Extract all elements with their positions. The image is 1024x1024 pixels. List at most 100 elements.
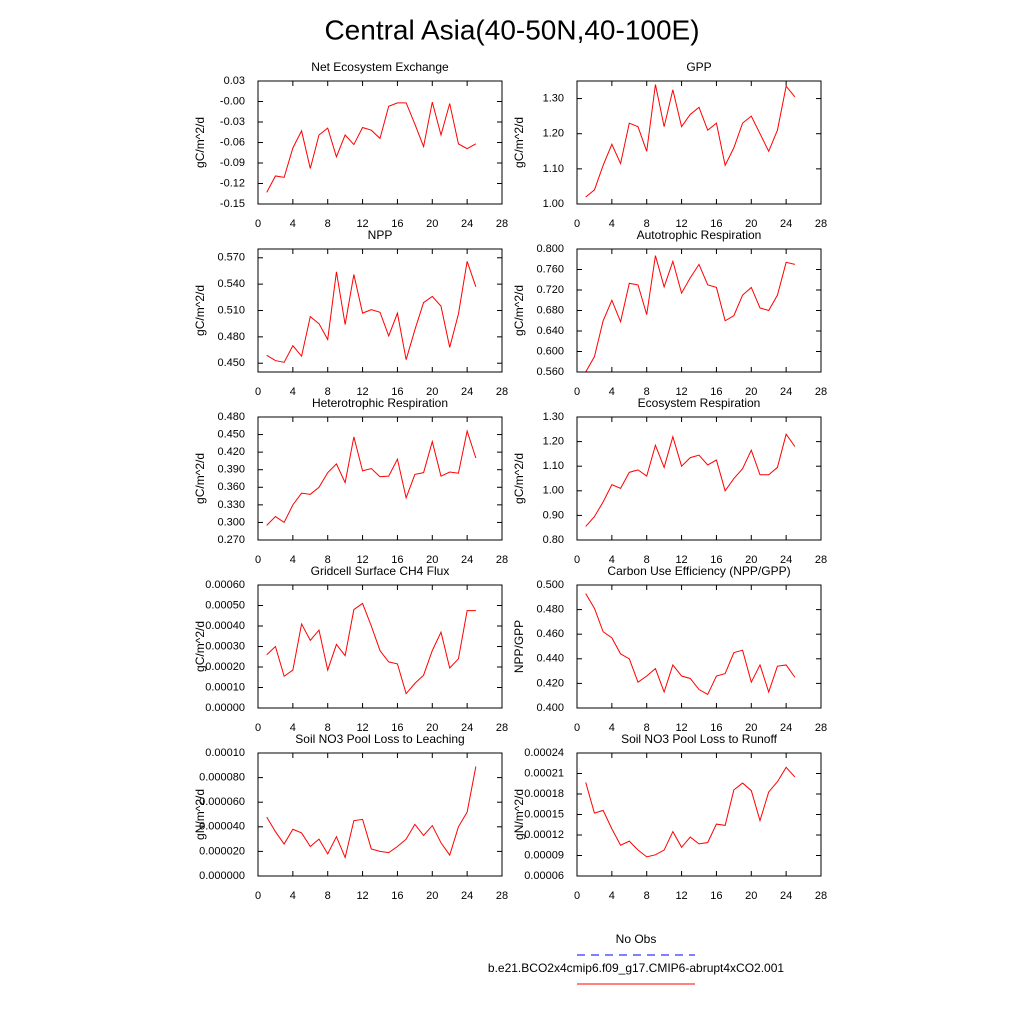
x-tick-label: 0 [574, 722, 580, 734]
y-tick-label: 1.30 [543, 411, 564, 423]
data-line [585, 84, 796, 198]
x-tick-label: 12 [356, 218, 368, 230]
y-tick-label: 0.760 [536, 263, 564, 275]
x-tick-label: 20 [745, 554, 757, 566]
y-tick-label: 0.00012 [524, 829, 564, 841]
x-tick-label: 24 [461, 890, 473, 902]
x-tick-label: 8 [325, 218, 331, 230]
x-tick-label: 12 [356, 890, 368, 902]
x-tick-label: 4 [290, 218, 296, 230]
y-tick-label: 0.90 [543, 509, 564, 521]
plot-frame [257, 80, 503, 205]
x-tick-label: 24 [461, 218, 473, 230]
y-tick-label: 0.000080 [199, 772, 245, 784]
x-tick-label: 8 [644, 554, 650, 566]
x-tick-label: 20 [426, 218, 438, 230]
y-tick-label: 0.300 [217, 516, 245, 528]
panel-title: NPP [368, 228, 393, 242]
x-tick-label: 16 [391, 722, 403, 734]
y-tick-label: 0.00006 [524, 870, 564, 882]
x-tick-label: 8 [644, 386, 650, 398]
y-axis-label: gC/m^2/d [512, 453, 526, 504]
plot-frame [257, 416, 503, 541]
y-tick-label: 0.500 [536, 579, 564, 591]
legend-label: b.e21.BCO2x4cmip6.f09_g17.CMIP6-abrupt4x… [488, 961, 784, 975]
x-tick-label: 4 [609, 722, 615, 734]
x-tick-label: 20 [426, 722, 438, 734]
x-tick-label: 16 [391, 554, 403, 566]
x-tick-label: 4 [290, 890, 296, 902]
x-tick-label: 24 [780, 218, 792, 230]
y-tick-label: 0.00010 [205, 681, 245, 693]
x-tick-label: 24 [461, 386, 473, 398]
y-tick-label: 1.00 [543, 485, 564, 497]
x-tick-label: 12 [675, 218, 687, 230]
data-line [585, 433, 796, 527]
x-tick-label: 16 [710, 722, 722, 734]
y-tick-label: 1.10 [543, 163, 564, 175]
y-tick-label: 0.00010 [205, 747, 245, 759]
y-tick-label: -0.15 [220, 198, 245, 210]
x-tick-label: 12 [675, 722, 687, 734]
y-tick-label: 0.480 [217, 331, 245, 343]
y-tick-label: -0.12 [220, 177, 245, 189]
x-tick-label: 24 [461, 554, 473, 566]
x-tick-label: 8 [325, 386, 331, 398]
y-tick-label: 0.570 [217, 252, 245, 264]
y-tick-label: 0.440 [536, 653, 564, 665]
plot-frame [576, 80, 822, 205]
y-tick-label: 0.000020 [199, 845, 245, 857]
x-tick-label: 0 [574, 554, 580, 566]
x-tick-label: 20 [745, 386, 757, 398]
data-line [585, 766, 796, 858]
x-tick-label: 4 [609, 554, 615, 566]
x-tick-label: 0 [255, 554, 261, 566]
data-line [266, 429, 477, 526]
y-axis-label: gC/m^2/d [193, 117, 207, 168]
y-axis-label: gC/m^2/d [193, 453, 207, 504]
y-axis-label: gC/m^2/d [512, 285, 526, 336]
x-tick-label: 28 [496, 218, 508, 230]
x-tick-label: 20 [426, 554, 438, 566]
y-tick-label: 0.360 [217, 481, 245, 493]
x-tick-label: 28 [496, 722, 508, 734]
y-tick-label: 0.00060 [205, 579, 245, 591]
plot-frame [576, 248, 822, 373]
panel-title: Soil NO3 Pool Loss to Leaching [295, 732, 464, 746]
x-tick-label: 0 [255, 890, 261, 902]
y-tick-label: 0.720 [536, 284, 564, 296]
y-tick-label: 1.00 [543, 198, 564, 210]
x-tick-label: 20 [745, 722, 757, 734]
y-axis-label: NPP/GPP [512, 620, 526, 673]
x-tick-label: 8 [325, 722, 331, 734]
y-tick-label: 0.450 [217, 428, 245, 440]
plot-frame [576, 416, 822, 541]
y-tick-label: 0.00040 [205, 620, 245, 632]
y-tick-label: 0.00000 [205, 702, 245, 714]
x-tick-label: 16 [710, 218, 722, 230]
y-tick-label: 0.000040 [199, 821, 245, 833]
x-tick-label: 8 [325, 554, 331, 566]
plot-frame [257, 752, 503, 877]
plot-frame [257, 584, 503, 709]
x-tick-label: 24 [461, 722, 473, 734]
x-tick-label: 4 [290, 386, 296, 398]
x-tick-label: 28 [496, 386, 508, 398]
y-tick-label: 0.640 [536, 325, 564, 337]
x-tick-label: 16 [391, 386, 403, 398]
legend-label: No Obs [616, 932, 657, 946]
y-tick-label: -0.09 [220, 157, 245, 169]
x-tick-label: 4 [609, 218, 615, 230]
panel-title: Heterotrophic Respiration [312, 396, 448, 410]
x-tick-label: 0 [255, 722, 261, 734]
data-line [266, 261, 477, 363]
y-tick-label: 0.390 [217, 464, 245, 476]
x-tick-label: 28 [815, 722, 827, 734]
panel-title: GPP [686, 60, 711, 74]
plot-frame [576, 584, 822, 709]
y-tick-label: 0.420 [217, 446, 245, 458]
y-tick-label: 1.20 [543, 436, 564, 448]
y-tick-label: 0.03 [224, 75, 245, 87]
x-tick-label: 24 [780, 386, 792, 398]
